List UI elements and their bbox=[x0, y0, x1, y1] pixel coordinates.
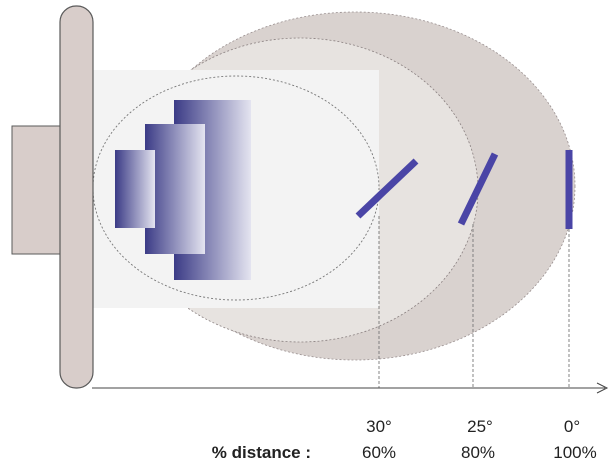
distance-label-100: 100% bbox=[553, 443, 596, 462]
distance-row-title: % distance : bbox=[212, 443, 311, 462]
distance-label-80: 80% bbox=[461, 443, 495, 462]
angle-label-30: 30° bbox=[366, 417, 392, 436]
reflector-plate bbox=[59, 5, 94, 389]
axis-arrow-icon bbox=[596, 382, 609, 394]
angle-label-25: 25° bbox=[467, 417, 493, 436]
distance-label-60: 60% bbox=[362, 443, 396, 462]
rear-mount-block bbox=[11, 125, 63, 255]
lamp-block-small bbox=[115, 150, 155, 228]
target-bar-30deg bbox=[355, 158, 419, 219]
target-bar-25deg bbox=[457, 152, 499, 226]
angle-label-0: 0° bbox=[564, 417, 580, 436]
